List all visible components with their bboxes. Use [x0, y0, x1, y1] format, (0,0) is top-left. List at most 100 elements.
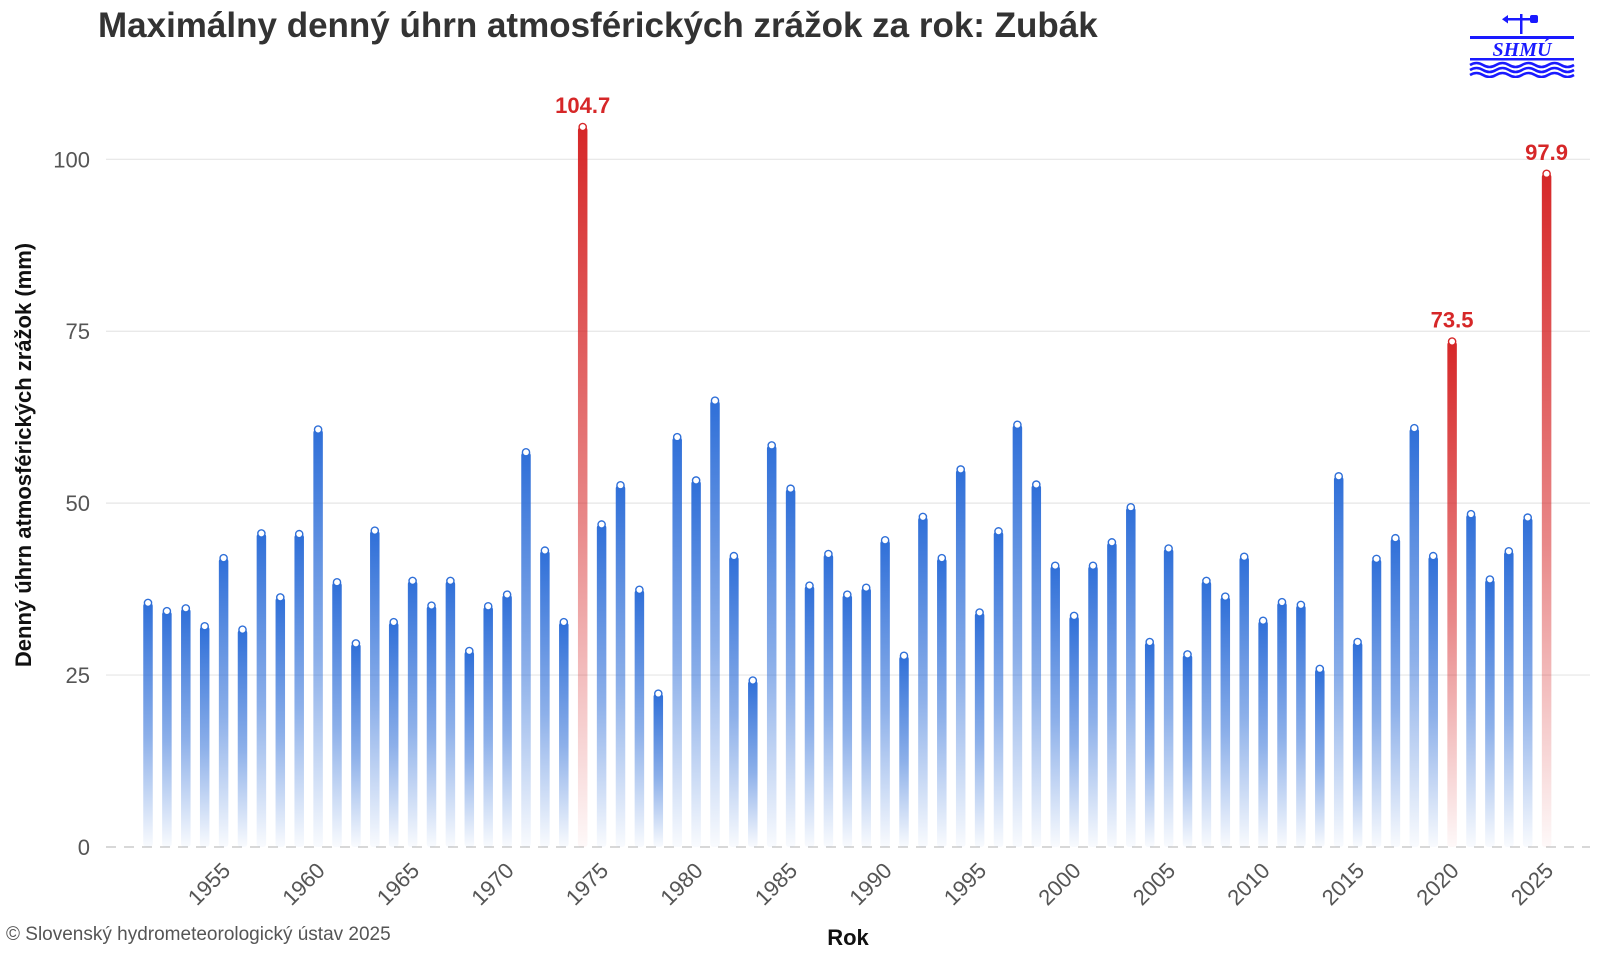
bar-1981[interactable]	[710, 400, 720, 847]
bar-1977[interactable]	[634, 589, 645, 847]
bar-marker-1973	[559, 617, 569, 627]
bar-1964[interactable]	[388, 622, 399, 847]
bar-1960[interactable]	[313, 429, 323, 847]
bar-1993[interactable]	[937, 558, 947, 847]
bar-1966[interactable]	[426, 605, 437, 847]
bar-marker-1979	[672, 432, 682, 442]
bar-2016[interactable]	[1371, 558, 1382, 847]
bar-2025[interactable]	[1541, 173, 1552, 847]
bar-1956[interactable]	[237, 629, 248, 847]
bar-2020[interactable]	[1447, 341, 1457, 847]
bar-2002[interactable]	[1107, 542, 1117, 847]
bar-marker-1961	[332, 577, 342, 587]
bar-1997[interactable]	[1012, 424, 1023, 847]
bar-2005[interactable]	[1163, 548, 1174, 847]
bar-2014[interactable]	[1333, 476, 1344, 847]
bar-marker-2020	[1447, 337, 1457, 346]
bar-2009[interactable]	[1239, 556, 1249, 847]
bar-1982[interactable]	[729, 556, 739, 847]
bar-2022[interactable]	[1485, 579, 1495, 847]
bar-2008[interactable]	[1220, 596, 1231, 847]
bar-1976[interactable]	[615, 485, 626, 847]
bar-1989[interactable]	[861, 587, 871, 847]
bar-2007[interactable]	[1201, 580, 1212, 847]
bar-marker-1954	[200, 621, 209, 631]
bar-marker-1996	[994, 527, 1003, 536]
bar-1980[interactable]	[691, 480, 701, 847]
bar-1972[interactable]	[540, 550, 550, 847]
bar-marker-1997	[1013, 420, 1022, 430]
bar-1965[interactable]	[407, 580, 418, 847]
bar-1952[interactable]	[162, 611, 172, 847]
bar-marker-2004	[1145, 637, 1154, 647]
bar-1973[interactable]	[559, 622, 569, 847]
bar-marker-1953	[181, 604, 191, 613]
bar-1969[interactable]	[483, 606, 493, 847]
bar-1971[interactable]	[521, 452, 531, 847]
bar-marker-1964	[389, 617, 399, 627]
bar-2004[interactable]	[1144, 642, 1155, 847]
bar-1959[interactable]	[294, 534, 304, 847]
bar-1953[interactable]	[181, 608, 191, 847]
bar-1994[interactable]	[955, 469, 966, 847]
bar-2011[interactable]	[1277, 602, 1287, 847]
bar-1996[interactable]	[993, 531, 1004, 847]
bar-marker-1999	[1050, 561, 1060, 571]
bar-1986[interactable]	[804, 585, 815, 847]
bar-1962[interactable]	[351, 643, 361, 847]
bar-1978[interactable]	[653, 693, 664, 847]
bar-2021[interactable]	[1466, 514, 1476, 847]
bar-1979[interactable]	[672, 437, 682, 847]
bars	[143, 122, 1552, 847]
bar-1967[interactable]	[445, 580, 456, 847]
bar-1984[interactable]	[766, 445, 777, 847]
bar-1958[interactable]	[275, 597, 286, 847]
bar-marker-1994	[956, 465, 966, 474]
bar-1985[interactable]	[785, 488, 796, 847]
bar-2003[interactable]	[1126, 507, 1136, 847]
bar-marker-1970	[502, 590, 512, 599]
bar-1992[interactable]	[918, 516, 928, 847]
bar-2019[interactable]	[1428, 556, 1438, 847]
bar-2017[interactable]	[1390, 538, 1401, 847]
bar-1974[interactable]	[577, 127, 588, 847]
bar-1983[interactable]	[748, 680, 758, 847]
bar-1955[interactable]	[218, 558, 229, 847]
bar-1998[interactable]	[1031, 484, 1042, 847]
bar-1963[interactable]	[370, 530, 380, 847]
bar-marker-1978	[654, 689, 663, 698]
bar-marker-1963	[370, 526, 380, 535]
value-labels: 104.7 73.5 97.9	[555, 93, 1568, 333]
bar-2001[interactable]	[1088, 565, 1098, 847]
bar-1987[interactable]	[823, 554, 834, 847]
bar-1954[interactable]	[199, 626, 210, 847]
bar-2018[interactable]	[1409, 428, 1420, 847]
bar-1995[interactable]	[974, 612, 985, 847]
waves-icon	[1469, 61, 1575, 78]
y-tick-label: 50	[66, 491, 90, 516]
bar-1991[interactable]	[899, 655, 909, 847]
bar-marker-1995	[975, 608, 984, 617]
bar-marker-1988	[843, 590, 852, 599]
bar-2000[interactable]	[1069, 615, 1079, 847]
bar-2013[interactable]	[1315, 668, 1325, 847]
bar-1961[interactable]	[332, 582, 342, 847]
bar-marker-2009	[1239, 552, 1249, 562]
bar-1990[interactable]	[880, 540, 890, 847]
bar-1988[interactable]	[842, 594, 853, 847]
bar-2024[interactable]	[1522, 517, 1533, 847]
bar-2012[interactable]	[1296, 604, 1306, 847]
bar-marker-1975	[597, 520, 606, 529]
bar-1968[interactable]	[464, 651, 475, 847]
bar-2015[interactable]	[1352, 642, 1363, 847]
bar-1970[interactable]	[502, 594, 512, 847]
bar-1999[interactable]	[1050, 565, 1060, 847]
bar-2023[interactable]	[1504, 551, 1514, 847]
bar-2010[interactable]	[1258, 620, 1268, 847]
bar-1951[interactable]	[143, 602, 153, 847]
bar-2006[interactable]	[1182, 654, 1193, 847]
bar-1975[interactable]	[596, 524, 607, 847]
bar-1957[interactable]	[256, 533, 267, 847]
x-tick-label: 1985	[750, 858, 802, 910]
bar-marker-1969	[483, 602, 493, 611]
